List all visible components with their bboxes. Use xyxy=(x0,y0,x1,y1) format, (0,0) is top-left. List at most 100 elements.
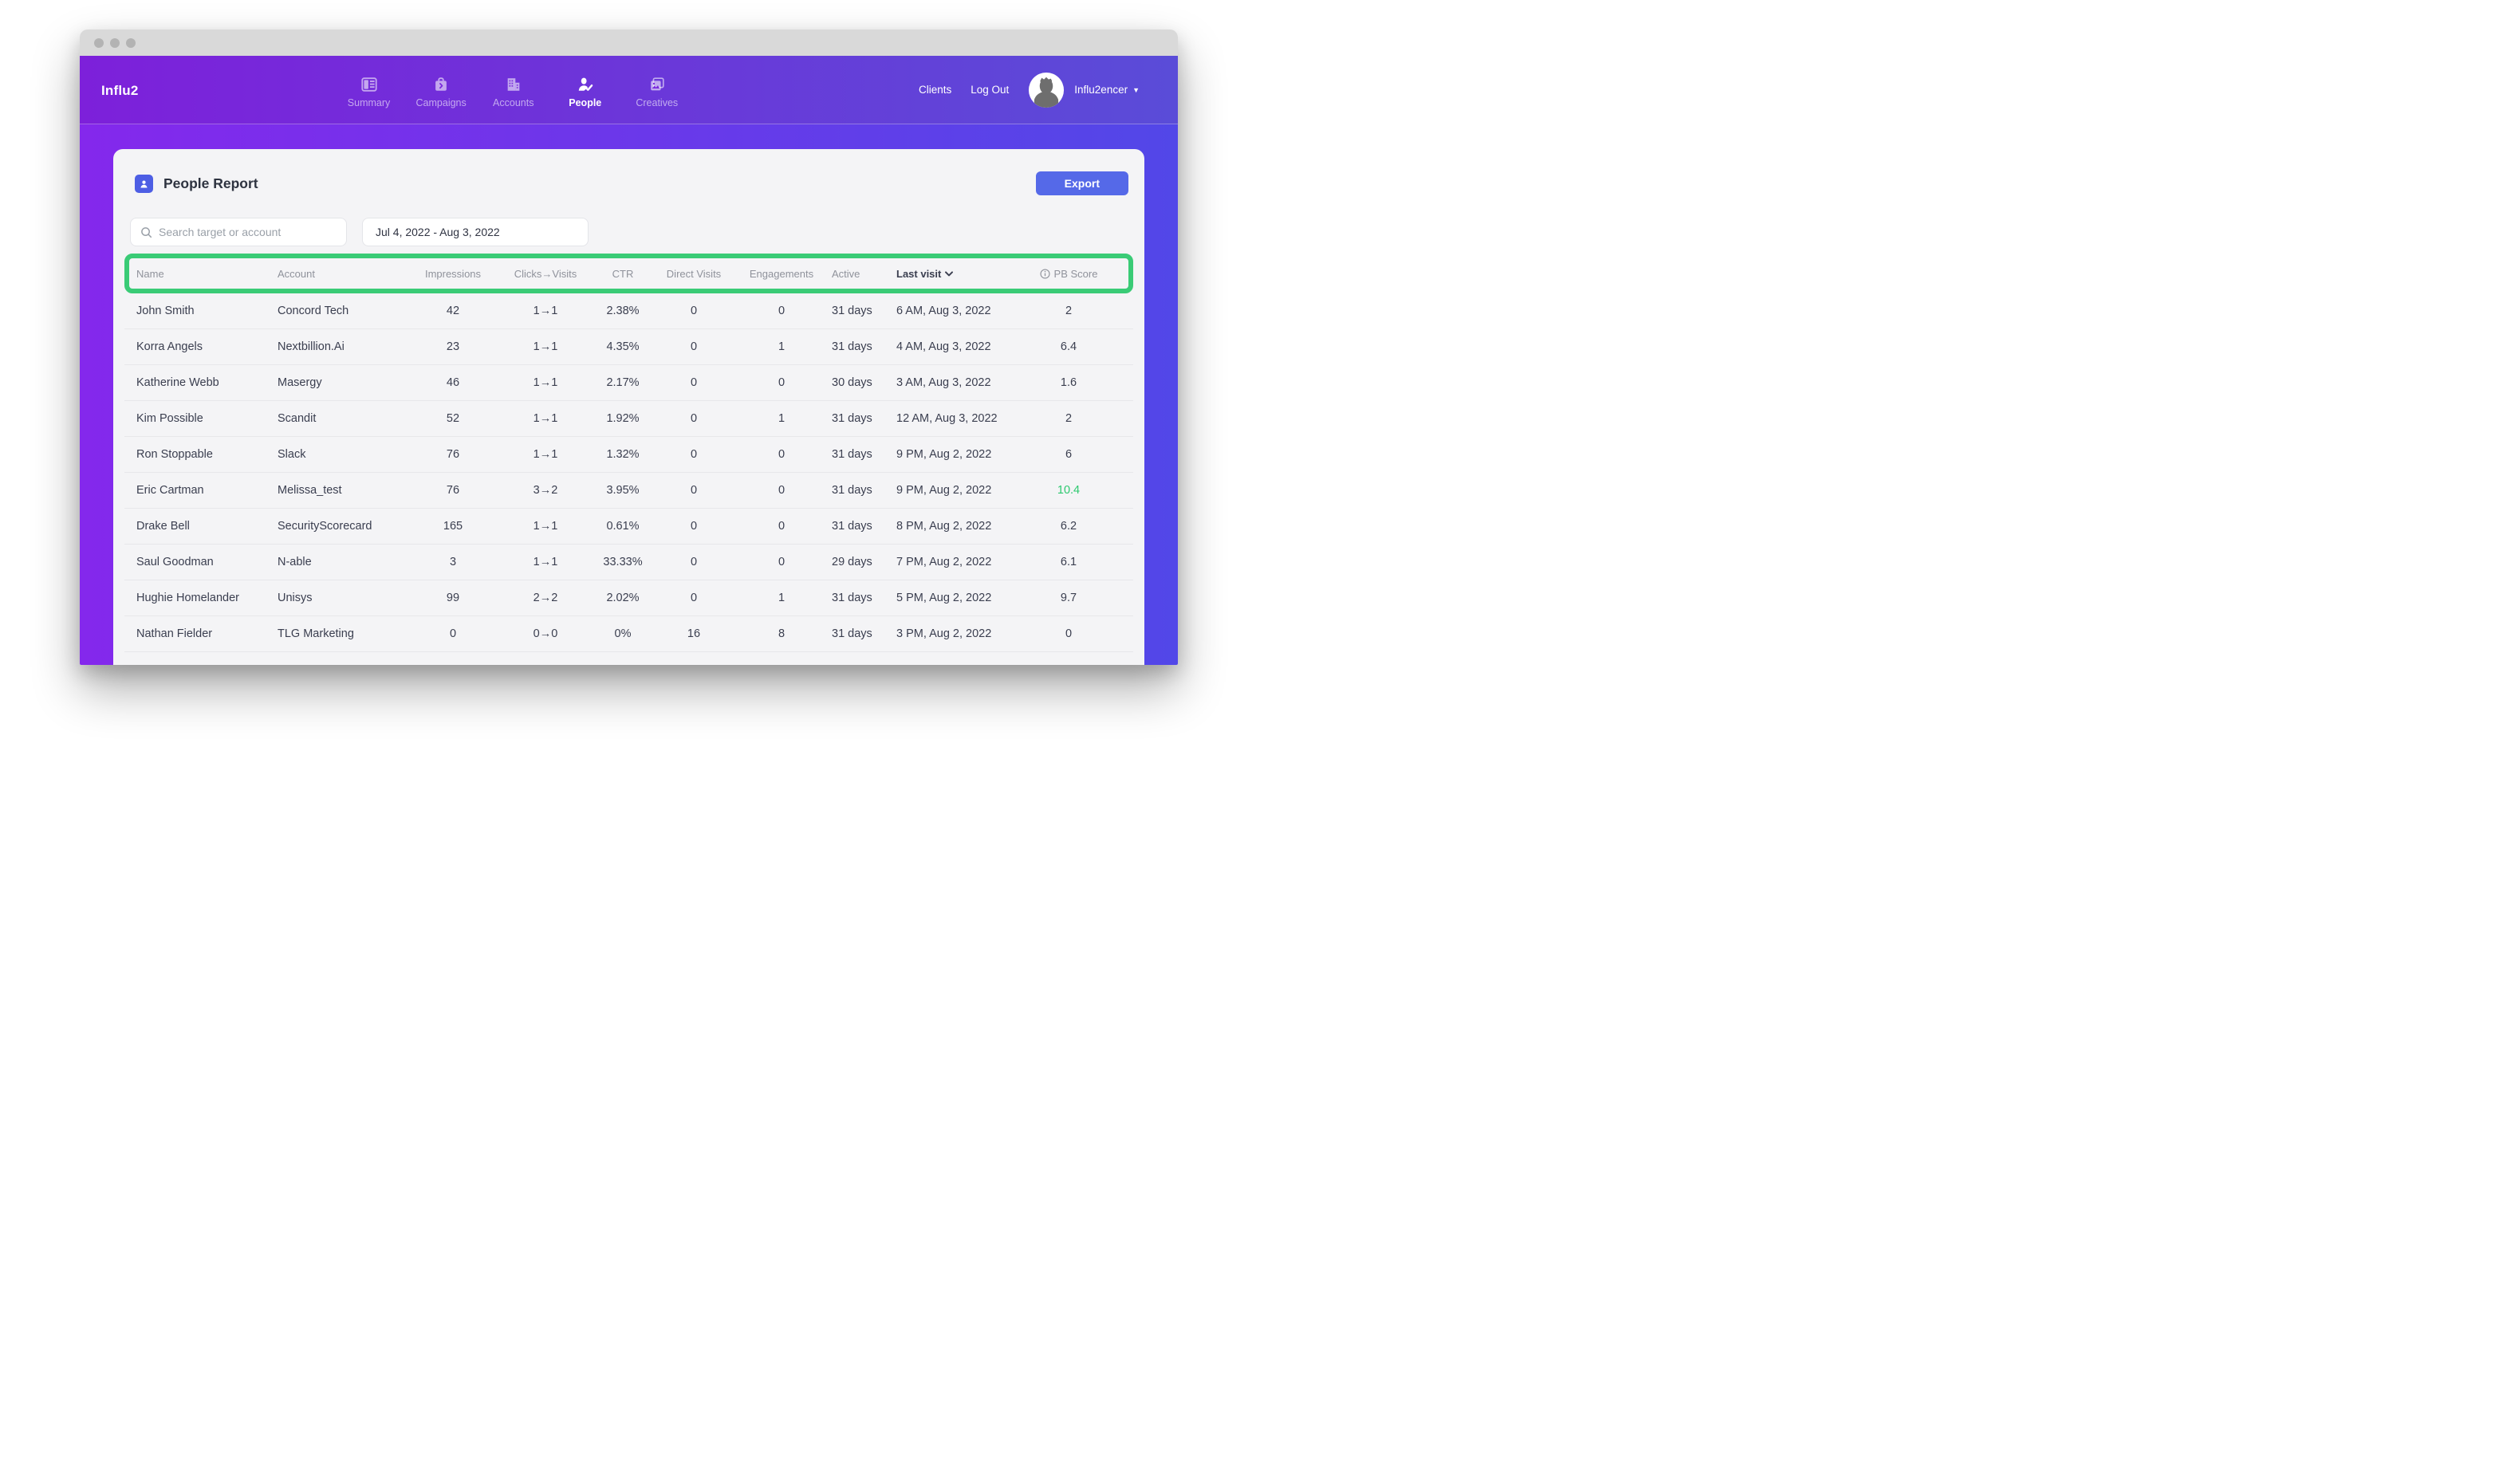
nav-item-label: Summary xyxy=(347,97,391,108)
cell-name: Nathan Fielder xyxy=(136,627,213,640)
table-row[interactable]: Drake Bell SecurityScorecard 165 1→1 0.61% 0 0… xyxy=(124,509,1133,545)
search-icon xyxy=(140,226,152,238)
column-label: Direct Visits xyxy=(666,267,722,280)
column-header-clicks-visits[interactable]: Clicks→Visits xyxy=(502,268,589,280)
cell-clicks-visits: 1→1 xyxy=(533,376,558,389)
table-row[interactable]: Nathan Fielder TLG Marketing 0 0→0 0% 16 8 31 d… xyxy=(124,616,1133,652)
column-label: Account xyxy=(278,267,315,280)
user-name-label: Influ2encer xyxy=(1074,84,1128,96)
cell-active: 29 days xyxy=(832,556,872,568)
cell-active: 31 days xyxy=(832,484,872,497)
cell-impressions: 46 xyxy=(446,376,460,389)
cell-impressions: 76 xyxy=(446,448,460,461)
column-header-impressions[interactable]: Impressions xyxy=(404,268,502,280)
cell-account: Concord Tech xyxy=(278,305,349,317)
navbar-right: Clients Log Out Influ2encer ▼ xyxy=(919,72,1140,108)
top-navbar: Influ2 Summary Campaigns Accounts People Cre… xyxy=(80,56,1178,124)
table-row[interactable]: Katherine Webb Masergy 46 1→1 2.17% 0 0 30 days… xyxy=(124,365,1133,401)
cell-last-visit: 3 PM, Aug 2, 2022 xyxy=(896,627,992,640)
cell-direct-visits: 0 xyxy=(690,305,698,317)
logout-link[interactable]: Log Out xyxy=(971,84,1010,96)
window-minimize-button[interactable] xyxy=(110,37,120,48)
cell-pb-score: 9.7 xyxy=(1060,592,1077,604)
cell-account: Melissa_test xyxy=(278,484,342,497)
export-button[interactable]: Export xyxy=(1035,171,1128,195)
cell-pb-score: 1.6 xyxy=(1060,376,1077,389)
cell-clicks-visits: 1→1 xyxy=(533,556,558,568)
search-box[interactable] xyxy=(130,218,347,246)
column-header-name[interactable]: Name xyxy=(136,268,278,280)
cell-last-visit: 6 AM, Aug 3, 2022 xyxy=(896,305,991,317)
cell-last-visit: 9 PM, Aug 2, 2022 xyxy=(896,448,992,461)
cell-name: Korra Angels xyxy=(136,340,203,353)
column-header-ctr[interactable]: CTR xyxy=(589,268,656,280)
column-header-active[interactable]: Active xyxy=(832,268,896,280)
date-range-value: Jul 4, 2022 - Aug 3, 2022 xyxy=(376,226,500,238)
cell-active: 31 days xyxy=(832,340,872,353)
window-close-button[interactable] xyxy=(94,37,104,48)
people-report-icon xyxy=(135,174,153,193)
column-header-pb-score[interactable]: PB Score xyxy=(1034,268,1103,280)
cell-ctr: 2.38% xyxy=(606,305,640,317)
table-row[interactable]: John Smith Concord Tech 42 1→1 2.38% 0 0 31 day… xyxy=(124,293,1133,329)
cell-direct-visits: 0 xyxy=(690,592,698,604)
cell-name: Drake Bell xyxy=(136,520,190,533)
cell-active: 30 days xyxy=(832,376,872,389)
cell-active: 31 days xyxy=(832,448,872,461)
cell-account: Unisys xyxy=(278,592,313,604)
cell-active: 31 days xyxy=(832,305,872,317)
nav-item-people[interactable]: People xyxy=(561,71,610,108)
table-row[interactable]: Kim Possible Scandit 52 1→1 1.92% 0 1 31 days 12… xyxy=(124,401,1133,437)
cell-clicks-visits: 1→1 xyxy=(533,520,558,533)
table-row[interactable]: Hughie Homelander Unisys 99 2→2 2.02% 0 1 31 da… xyxy=(124,580,1133,616)
info-icon[interactable] xyxy=(1039,268,1050,279)
table-row[interactable]: Korra Angels Nextbillion.Ai 23 1→1 4.35% 0 1 31… xyxy=(124,329,1133,365)
search-input[interactable] xyxy=(159,226,337,238)
column-header-last-visit[interactable]: Last visit xyxy=(896,268,1034,280)
cell-account: Scandit xyxy=(278,412,317,425)
cell-engagements: 0 xyxy=(778,556,786,568)
cell-pb-score: 6 xyxy=(1065,448,1073,461)
cell-engagements: 0 xyxy=(778,305,786,317)
column-header-direct-visits[interactable]: Direct Visits xyxy=(656,268,731,280)
cell-engagements: 8 xyxy=(778,627,786,640)
nav-item-accounts[interactable]: Accounts xyxy=(489,71,538,108)
cell-engagements: 0 xyxy=(778,520,786,533)
nav-item-summary[interactable]: Summary xyxy=(345,71,394,108)
column-header-engagements[interactable]: Engagements xyxy=(731,268,832,280)
creatives-icon xyxy=(648,76,666,93)
sort-chevron-down-icon xyxy=(945,270,954,277)
cell-impressions: 52 xyxy=(446,412,460,425)
brand-logo[interactable]: Influ2 xyxy=(101,82,139,98)
table-row[interactable]: Ron Stoppable Slack 76 1→1 1.32% 0 0 31 days 9 P… xyxy=(124,437,1133,473)
clients-link[interactable]: Clients xyxy=(918,84,952,96)
summary-icon xyxy=(360,76,378,93)
date-range-picker[interactable]: Jul 4, 2022 - Aug 3, 2022 xyxy=(362,218,589,246)
column-header-account[interactable]: Account xyxy=(278,268,404,280)
cell-impressions: 3 xyxy=(449,556,457,568)
column-label: Engagements xyxy=(749,267,814,280)
table-body: John Smith Concord Tech 42 1→1 2.38% 0 0 31 day… xyxy=(124,293,1133,652)
cell-direct-visits: 0 xyxy=(690,448,698,461)
people-icon xyxy=(577,76,594,93)
cell-active: 31 days xyxy=(832,627,872,640)
nav-item-campaigns[interactable]: Campaigns xyxy=(416,71,467,108)
nav-item-label: People xyxy=(569,97,602,108)
page-background: People Report Export Jul 4, 2022 - Aug 3… xyxy=(80,124,1178,665)
cell-clicks-visits: 1→1 xyxy=(533,412,558,425)
cell-impressions: 42 xyxy=(446,305,460,317)
table-row[interactable]: Eric Cartman Melissa_test 76 3→2 3.95% 0 0 31 d… xyxy=(124,473,1133,509)
cell-last-visit: 5 PM, Aug 2, 2022 xyxy=(896,592,992,604)
nav-item-creatives[interactable]: Creatives xyxy=(632,71,682,108)
nav-item-label: Accounts xyxy=(493,97,534,108)
cell-account: SecurityScorecard xyxy=(278,520,372,533)
table-row[interactable]: Saul Goodman N-able 3 1→1 33.33% 0 0 29 days 7 P… xyxy=(124,545,1133,580)
people-report-card: People Report Export Jul 4, 2022 - Aug 3… xyxy=(113,149,1144,665)
user-menu[interactable]: Influ2encer ▼ xyxy=(1028,72,1140,108)
window-zoom-button[interactable] xyxy=(126,37,136,48)
cell-ctr: 1.92% xyxy=(606,412,640,425)
cell-engagements: 1 xyxy=(778,340,786,353)
cell-direct-visits: 16 xyxy=(687,627,701,640)
cell-pb-score: 6.2 xyxy=(1060,520,1077,533)
cell-active: 31 days xyxy=(832,520,872,533)
